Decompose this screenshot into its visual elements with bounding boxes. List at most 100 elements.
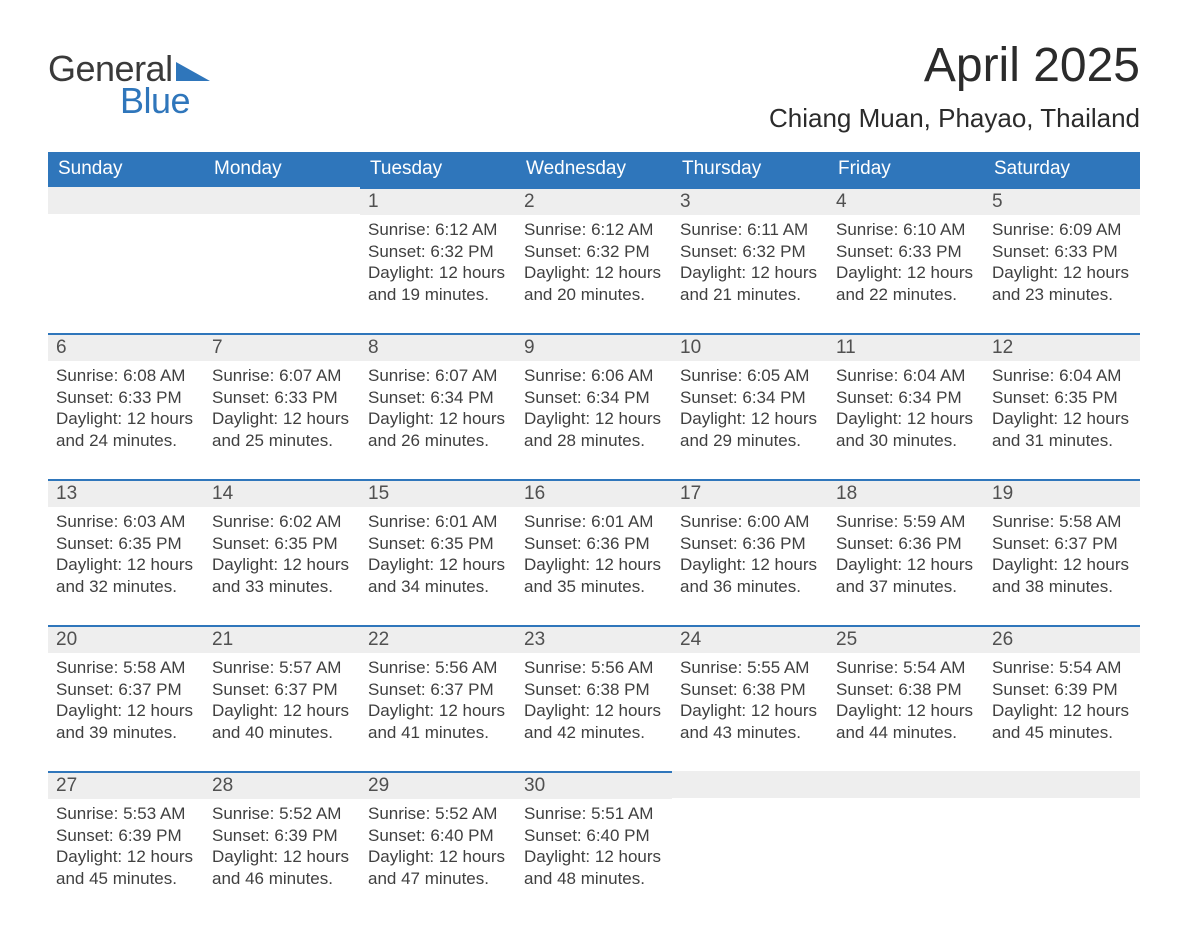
day-number: 15: [360, 479, 516, 507]
sunset-line: Sunset: 6:34 PM: [524, 387, 664, 409]
day-number: 11: [828, 333, 984, 361]
day-cell: 22Sunrise: 5:56 AMSunset: 6:37 PMDayligh…: [360, 625, 516, 745]
weekday-header: Sunday: [48, 152, 204, 187]
day-cell: 25Sunrise: 5:54 AMSunset: 6:38 PMDayligh…: [828, 625, 984, 745]
sunset-line: Sunset: 6:35 PM: [212, 533, 352, 555]
weekday-header: Monday: [204, 152, 360, 187]
day-cell: 18Sunrise: 5:59 AMSunset: 6:36 PMDayligh…: [828, 479, 984, 599]
sunset-line: Sunset: 6:35 PM: [56, 533, 196, 555]
sunset-line: Sunset: 6:39 PM: [212, 825, 352, 847]
daylight-line: Daylight: 12 hours and 32 minutes.: [56, 554, 196, 598]
day-body: Sunrise: 5:52 AMSunset: 6:40 PMDaylight:…: [360, 799, 516, 891]
day-cell: 17Sunrise: 6:00 AMSunset: 6:36 PMDayligh…: [672, 479, 828, 599]
day-body: Sunrise: 5:56 AMSunset: 6:37 PMDaylight:…: [360, 653, 516, 745]
daylight-line: Daylight: 12 hours and 47 minutes.: [368, 846, 508, 890]
day-body: Sunrise: 6:07 AMSunset: 6:33 PMDaylight:…: [204, 361, 360, 453]
daylight-line: Daylight: 12 hours and 20 minutes.: [524, 262, 664, 306]
daylight-line: Daylight: 12 hours and 39 minutes.: [56, 700, 196, 744]
sunset-line: Sunset: 6:32 PM: [524, 241, 664, 263]
day-number: 21: [204, 625, 360, 653]
day-body: Sunrise: 6:12 AMSunset: 6:32 PMDaylight:…: [360, 215, 516, 307]
daylight-line: Daylight: 12 hours and 26 minutes.: [368, 408, 508, 452]
day-cell: 5Sunrise: 6:09 AMSunset: 6:33 PMDaylight…: [984, 187, 1140, 307]
day-body: Sunrise: 6:04 AMSunset: 6:35 PMDaylight:…: [984, 361, 1140, 453]
day-number: 3: [672, 187, 828, 215]
day-body: [48, 214, 204, 306]
day-body: Sunrise: 6:11 AMSunset: 6:32 PMDaylight:…: [672, 215, 828, 307]
daylight-line: Daylight: 12 hours and 19 minutes.: [368, 262, 508, 306]
day-number: 7: [204, 333, 360, 361]
day-cell: 28Sunrise: 5:52 AMSunset: 6:39 PMDayligh…: [204, 771, 360, 891]
day-body: Sunrise: 6:06 AMSunset: 6:34 PMDaylight:…: [516, 361, 672, 453]
sunrise-line: Sunrise: 6:05 AM: [680, 365, 820, 387]
daylight-line: Daylight: 12 hours and 48 minutes.: [524, 846, 664, 890]
daylight-line: Daylight: 12 hours and 45 minutes.: [992, 700, 1132, 744]
day-cell: 3Sunrise: 6:11 AMSunset: 6:32 PMDaylight…: [672, 187, 828, 307]
logo-text-bottom: Blue: [120, 80, 190, 122]
day-body: Sunrise: 6:10 AMSunset: 6:33 PMDaylight:…: [828, 215, 984, 307]
sunrise-line: Sunrise: 6:12 AM: [524, 219, 664, 241]
day-cell: 30Sunrise: 5:51 AMSunset: 6:40 PMDayligh…: [516, 771, 672, 891]
logo: General Blue: [48, 40, 210, 122]
day-body: Sunrise: 5:59 AMSunset: 6:36 PMDaylight:…: [828, 507, 984, 599]
calendar: SundayMondayTuesdayWednesdayThursdayFrid…: [48, 152, 1140, 891]
sunset-line: Sunset: 6:36 PM: [680, 533, 820, 555]
day-body: [984, 798, 1140, 890]
day-number: 10: [672, 333, 828, 361]
day-cell: 2 Sunrise: 6:12 AMSunset: 6:32 PMDaylight…: [516, 187, 672, 307]
day-body: [672, 798, 828, 890]
daylight-line: Daylight: 12 hours and 38 minutes.: [992, 554, 1132, 598]
day-cell-empty: [828, 771, 984, 891]
day-number: 2: [516, 187, 672, 215]
day-cell: 11Sunrise: 6:04 AMSunset: 6:34 PMDayligh…: [828, 333, 984, 453]
day-body: Sunrise: 5:51 AMSunset: 6:40 PMDaylight:…: [516, 799, 672, 891]
sunset-line: Sunset: 6:33 PM: [836, 241, 976, 263]
day-cell: 20Sunrise: 5:58 AMSunset: 6:37 PMDayligh…: [48, 625, 204, 745]
day-number: 6: [48, 333, 204, 361]
day-body: Sunrise: 6:01 AMSunset: 6:36 PMDaylight:…: [516, 507, 672, 599]
daylight-line: Daylight: 12 hours and 30 minutes.: [836, 408, 976, 452]
sunset-line: Sunset: 6:39 PM: [56, 825, 196, 847]
day-cell-empty: [672, 771, 828, 891]
title-block: April 2025 Chiang Muan, Phayao, Thailand: [769, 40, 1140, 134]
day-cell: 19Sunrise: 5:58 AMSunset: 6:37 PMDayligh…: [984, 479, 1140, 599]
daylight-line: Daylight: 12 hours and 33 minutes.: [212, 554, 352, 598]
day-number: 16: [516, 479, 672, 507]
day-number: [828, 771, 984, 798]
day-body: Sunrise: 5:56 AMSunset: 6:38 PMDaylight:…: [516, 653, 672, 745]
sunrise-line: Sunrise: 6:10 AM: [836, 219, 976, 241]
day-body: Sunrise: 5:54 AMSunset: 6:39 PMDaylight:…: [984, 653, 1140, 745]
sunrise-line: Sunrise: 6:07 AM: [212, 365, 352, 387]
daylight-line: Daylight: 12 hours and 42 minutes.: [524, 700, 664, 744]
day-cell: 1Sunrise: 6:12 AMSunset: 6:32 PMDaylight…: [360, 187, 516, 307]
day-body: [204, 214, 360, 306]
day-body: Sunrise: 6:01 AMSunset: 6:35 PMDaylight:…: [360, 507, 516, 599]
sunset-line: Sunset: 6:32 PM: [368, 241, 508, 263]
day-number: 17: [672, 479, 828, 507]
day-body: Sunrise: 6:00 AMSunset: 6:36 PMDaylight:…: [672, 507, 828, 599]
day-cell-empty: [204, 187, 360, 307]
sunrise-line: Sunrise: 5:58 AM: [992, 511, 1132, 533]
day-cell: 9Sunrise: 6:06 AMSunset: 6:34 PMDaylight…: [516, 333, 672, 453]
sunset-line: Sunset: 6:35 PM: [368, 533, 508, 555]
daylight-line: Daylight: 12 hours and 41 minutes.: [368, 700, 508, 744]
header: General Blue April 2025 Chiang Muan, Pha…: [48, 40, 1140, 134]
day-number: 13: [48, 479, 204, 507]
sunset-line: Sunset: 6:33 PM: [212, 387, 352, 409]
daylight-line: Daylight: 12 hours and 25 minutes.: [212, 408, 352, 452]
day-cell-empty: [48, 187, 204, 307]
sunset-line: Sunset: 6:37 PM: [212, 679, 352, 701]
sunset-line: Sunset: 6:37 PM: [992, 533, 1132, 555]
day-cell: 4Sunrise: 6:10 AMSunset: 6:33 PMDaylight…: [828, 187, 984, 307]
day-number: [984, 771, 1140, 798]
sunrise-line: Sunrise: 5:54 AM: [992, 657, 1132, 679]
daylight-line: Daylight: 12 hours and 24 minutes.: [56, 408, 196, 452]
sunrise-line: Sunrise: 6:11 AM: [680, 219, 820, 241]
sunrise-line: Sunrise: 5:52 AM: [212, 803, 352, 825]
day-number: 12: [984, 333, 1140, 361]
sunrise-line: Sunrise: 6:08 AM: [56, 365, 196, 387]
daylight-line: Daylight: 12 hours and 23 minutes.: [992, 262, 1132, 306]
day-body: Sunrise: 6:07 AMSunset: 6:34 PMDaylight:…: [360, 361, 516, 453]
sunrise-line: Sunrise: 5:54 AM: [836, 657, 976, 679]
sunset-line: Sunset: 6:38 PM: [524, 679, 664, 701]
